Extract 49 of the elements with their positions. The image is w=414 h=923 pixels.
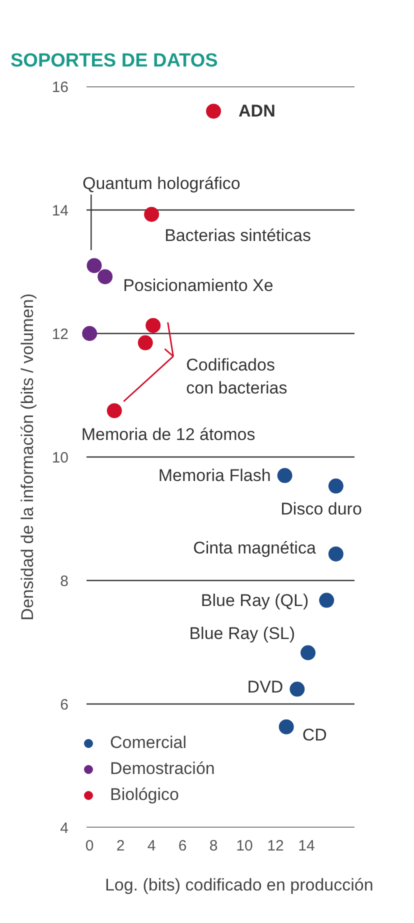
x-tick-label: 0 <box>85 838 94 854</box>
point <box>290 682 305 697</box>
chart-title: SOPORTES DE DATOS <box>10 50 218 72</box>
x-tick-label: 2 <box>116 838 125 854</box>
point <box>278 719 294 734</box>
y-tick-label: 6 <box>60 696 68 714</box>
annotation: DVD <box>247 678 284 697</box>
point <box>206 104 222 119</box>
point <box>98 269 113 284</box>
point <box>328 546 344 562</box>
point <box>277 468 292 484</box>
point <box>82 326 98 341</box>
point <box>328 478 344 494</box>
x-axis-title: Log. (bits) codificado en producción <box>104 876 374 894</box>
point <box>106 403 122 418</box>
annotation: Quantum holográfico <box>82 174 240 193</box>
annotation: Bacterias sintéticas <box>164 226 312 245</box>
x-tick-label: 12 <box>267 838 284 854</box>
legend-label: Biológico <box>110 785 179 805</box>
point <box>300 645 316 660</box>
x-tick-label: 8 <box>209 838 218 854</box>
legend-label: Demostración <box>110 759 215 779</box>
point <box>144 206 160 222</box>
y-tick-label: 14 <box>52 202 69 220</box>
legend-label: Comercial <box>110 733 187 753</box>
y-tick-label: 12 <box>52 326 69 343</box>
x-tick-label: 14 <box>298 838 315 854</box>
y-tick-label: 10 <box>52 450 69 466</box>
annotation: Blue Ray (SL) <box>189 624 296 644</box>
x-tick-label: 4 <box>147 838 156 854</box>
annotation: Cinta magnética <box>193 538 316 558</box>
x-tick-label: 6 <box>178 838 187 854</box>
annotation: Disco duro <box>280 500 362 519</box>
point <box>146 318 161 333</box>
point <box>319 592 334 608</box>
y-tick-label: 8 <box>60 573 68 590</box>
annotation: CD <box>302 725 327 744</box>
annotation: Memoria de 12 átomos <box>81 425 256 444</box>
y-tick-label: 16 <box>52 79 69 96</box>
x-tick-label: 10 <box>236 838 253 854</box>
y-axis-title: Densidad de la información (bits / volumen) <box>18 294 37 620</box>
annotation: ADN <box>238 102 276 121</box>
y-tick-label: 4 <box>60 820 68 837</box>
point <box>138 335 153 350</box>
annotation: Posicionamiento Xe <box>123 276 274 296</box>
annotation: Blue Ray (QL) <box>200 590 309 610</box>
annotation: Memoria Flash <box>158 466 271 486</box>
point <box>86 258 102 274</box>
annotation: Codificados con bacterias <box>186 355 288 398</box>
